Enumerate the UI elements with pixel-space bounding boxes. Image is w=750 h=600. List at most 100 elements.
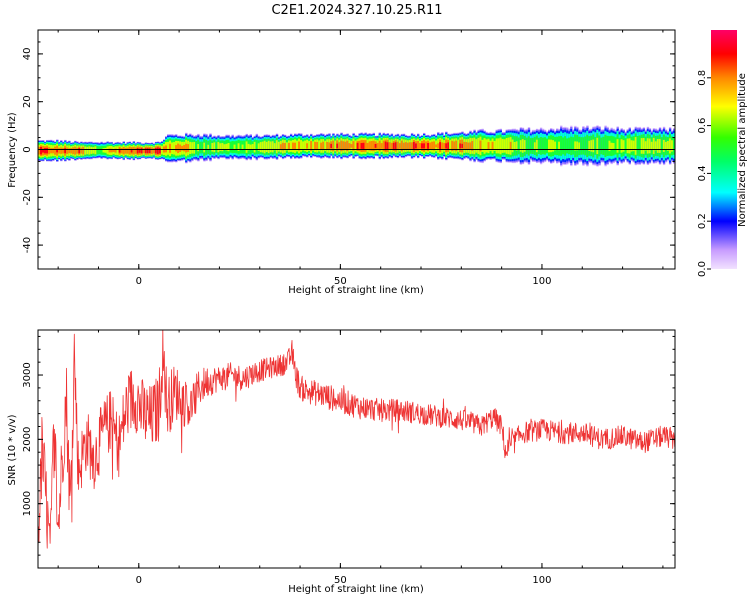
heatmap-cell: [193, 141, 196, 154]
x-tick-label: 100: [532, 575, 551, 586]
heatmap-cell: [416, 141, 420, 151]
heatmap-cell: [213, 142, 216, 153]
heatmap-cell: [537, 137, 541, 155]
heatmap-cell: [394, 142, 398, 150]
heatmap-cell: [473, 137, 476, 155]
heatmap-cell: [287, 142, 291, 150]
heatmap-cell: [642, 138, 646, 154]
heatmap-cell: [231, 140, 234, 154]
y-tick-label: 20: [22, 95, 33, 108]
heatmap-cell: [479, 140, 482, 152]
heatmap-cell: [316, 142, 319, 150]
heatmap-cell: [197, 144, 200, 152]
heatmap-cell: [267, 140, 271, 154]
heatmap-cell: [644, 141, 648, 151]
heatmap-cell: [239, 140, 242, 154]
heatmap-cell: [195, 140, 198, 155]
heatmap-cell: [535, 139, 539, 153]
heatmap-cell: [596, 137, 599, 155]
y-tick-label: 40: [22, 48, 33, 61]
heatmap-cell: [650, 141, 654, 151]
heatmap-cell: [116, 146, 119, 156]
heatmap-cell: [269, 141, 273, 153]
heatmap-cell: [493, 140, 496, 151]
heatmap-cell: [523, 140, 527, 152]
heatmap-cell: [44, 148, 47, 154]
heatmap-cell: [372, 140, 375, 152]
heatmap-cell: [112, 149, 115, 152]
heatmap-cell: [249, 144, 252, 150]
colorbar: 0.0 0.2 0.4 0.6 0.8 Normalized spectral ampl…: [697, 30, 748, 277]
heatmap-cell: [664, 141, 668, 150]
x-tick-label: 50: [334, 575, 347, 586]
heatmap-cell: [144, 148, 148, 154]
heatmap-cell: [54, 146, 57, 155]
heatmap-cell: [386, 142, 390, 150]
heatmap-cell: [378, 140, 381, 152]
heatmap-cell: [92, 147, 95, 154]
heatmap-cell: [110, 148, 113, 153]
heatmap-cell: [120, 147, 123, 154]
heatmap-cell: [602, 136, 605, 156]
heatmap-cell: [668, 138, 672, 154]
heatmap-cell: [525, 137, 529, 155]
heatmap-cell: [102, 148, 105, 153]
heatmap-cell: [564, 136, 567, 156]
heatmap-cell: [634, 137, 637, 155]
heatmap-cell: [412, 141, 416, 150]
heatmap-cell: [457, 139, 460, 153]
heatmap-cell: [521, 139, 525, 153]
heatmap-cell: [324, 140, 327, 152]
heatmap-cell: [545, 138, 549, 154]
heatmap-cell: [94, 146, 97, 155]
heatmap-cell: [465, 142, 468, 150]
heatmap-cell: [584, 136, 587, 156]
heatmap-cell: [592, 139, 595, 153]
heatmap-cell: [590, 140, 593, 152]
heatmap-cell: [48, 147, 51, 155]
heatmap-cell: [507, 137, 511, 155]
heatmap-cell: [433, 141, 436, 151]
heatmap-cell: [660, 137, 664, 155]
heatmap-cell: [291, 142, 295, 150]
heatmap-cell: [66, 147, 69, 154]
heatmap-cell: [453, 141, 456, 151]
heatmap-cell: [489, 140, 492, 152]
heatmap-cell: [515, 141, 519, 151]
heatmap-cell: [628, 138, 631, 154]
heatmap-cell: [441, 142, 444, 150]
heatmap-cell: [140, 148, 144, 154]
heatmap-cell: [548, 139, 551, 153]
heatmap-cell: [616, 139, 619, 153]
heatmap-cell: [257, 143, 261, 151]
heatmap-cell: [491, 141, 494, 151]
heatmap-cell: [388, 142, 392, 150]
heatmap-cell: [88, 146, 91, 155]
heatmap-cell: [187, 144, 190, 152]
heatmap-cell: [594, 136, 597, 155]
snr-series-line: [38, 330, 675, 552]
heatmap-cell: [598, 135, 601, 157]
heatmap-cell: [253, 141, 257, 153]
heatmap-cell: [560, 136, 563, 156]
heatmap-cell: [243, 140, 246, 154]
heatmap-cell: [429, 142, 432, 150]
heatmap-cell: [662, 139, 666, 152]
heatmap-cell: [84, 146, 87, 155]
heatmap-cell: [223, 144, 226, 150]
heatmap-cell: [255, 139, 259, 155]
heatmap-cell: [52, 148, 55, 154]
heatmap-cell: [501, 138, 504, 153]
heatmap-cell: [572, 137, 575, 155]
y-tick-label: 2000: [22, 427, 33, 452]
heatmap-cell: [475, 139, 478, 153]
heatmap-cell: [114, 148, 117, 153]
heatmap-cell: [86, 146, 89, 155]
heatmap-cell: [241, 144, 244, 150]
heatmap-cell: [652, 137, 656, 154]
heatmap-cell: [374, 143, 377, 148]
heatmap-cell: [296, 140, 299, 152]
colorbar-tick-label: 0.6: [697, 118, 708, 134]
x-tick-label: 100: [532, 276, 551, 287]
heatmap-cell: [132, 146, 136, 155]
